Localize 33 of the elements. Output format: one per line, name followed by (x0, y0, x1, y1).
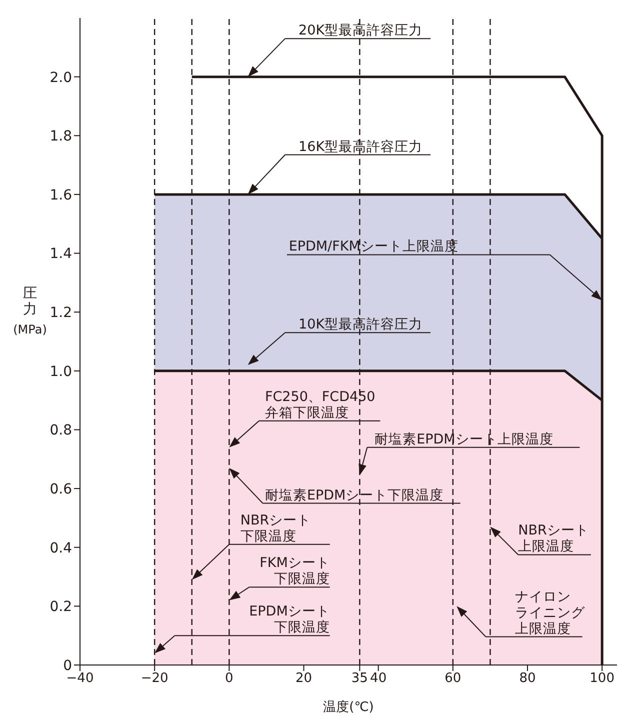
y-axis-title: 圧力(MPa) (13, 285, 47, 336)
annotation: ナイロンライニング上限温度 (515, 588, 586, 637)
x-tick-label: 35 (351, 671, 368, 686)
y-tick-label: 1.2 (50, 305, 72, 322)
x-tick-label: 100 (590, 671, 614, 686)
x-tick-label: 40 (370, 671, 387, 686)
x-tick-label: 60 (444, 671, 462, 686)
annotation: EPDMシート下限温度 (249, 604, 330, 636)
annotation: 20K型最高許容圧力 (298, 22, 423, 39)
x-tick-label: 20 (295, 671, 312, 686)
annotation: NBRシート下限温度 (240, 512, 312, 544)
annotation: 16K型最高許容圧力 (298, 138, 423, 155)
y-tick-label: 1.0 (50, 364, 72, 380)
annotation: 10K型最高許容圧力 (298, 316, 423, 333)
annotation: FC250、FCD450弁箱下限温度 (264, 388, 376, 421)
y-tick-label: 0.6 (50, 482, 72, 498)
annotation: 耐塩素EPDMシート上限温度 (374, 431, 554, 448)
y-tick-label: 2.0 (50, 70, 72, 86)
annotation: NBRシート上限温度 (518, 522, 589, 555)
y-tick-label: 1.6 (50, 187, 72, 204)
y-tick-label: 1.4 (50, 246, 72, 262)
annotation: FKMシート下限温度 (260, 555, 330, 588)
x-tick-label: 80 (519, 671, 536, 686)
y-tick-label: 0.4 (50, 540, 72, 556)
y-tick-label: 0.2 (50, 599, 72, 616)
x-tick-label: −40 (66, 671, 94, 686)
x-tick-label: −20 (140, 671, 168, 686)
y-tick-label: 1.8 (50, 128, 72, 145)
y-tick-label: 0 (63, 658, 72, 674)
y-tick-label: 0.8 (50, 422, 72, 439)
annotation: 耐塩素EPDMシート下限温度 (264, 487, 444, 504)
x-tick-label: 0 (225, 671, 234, 686)
x-axis-title: 温度(℃) (323, 699, 374, 715)
